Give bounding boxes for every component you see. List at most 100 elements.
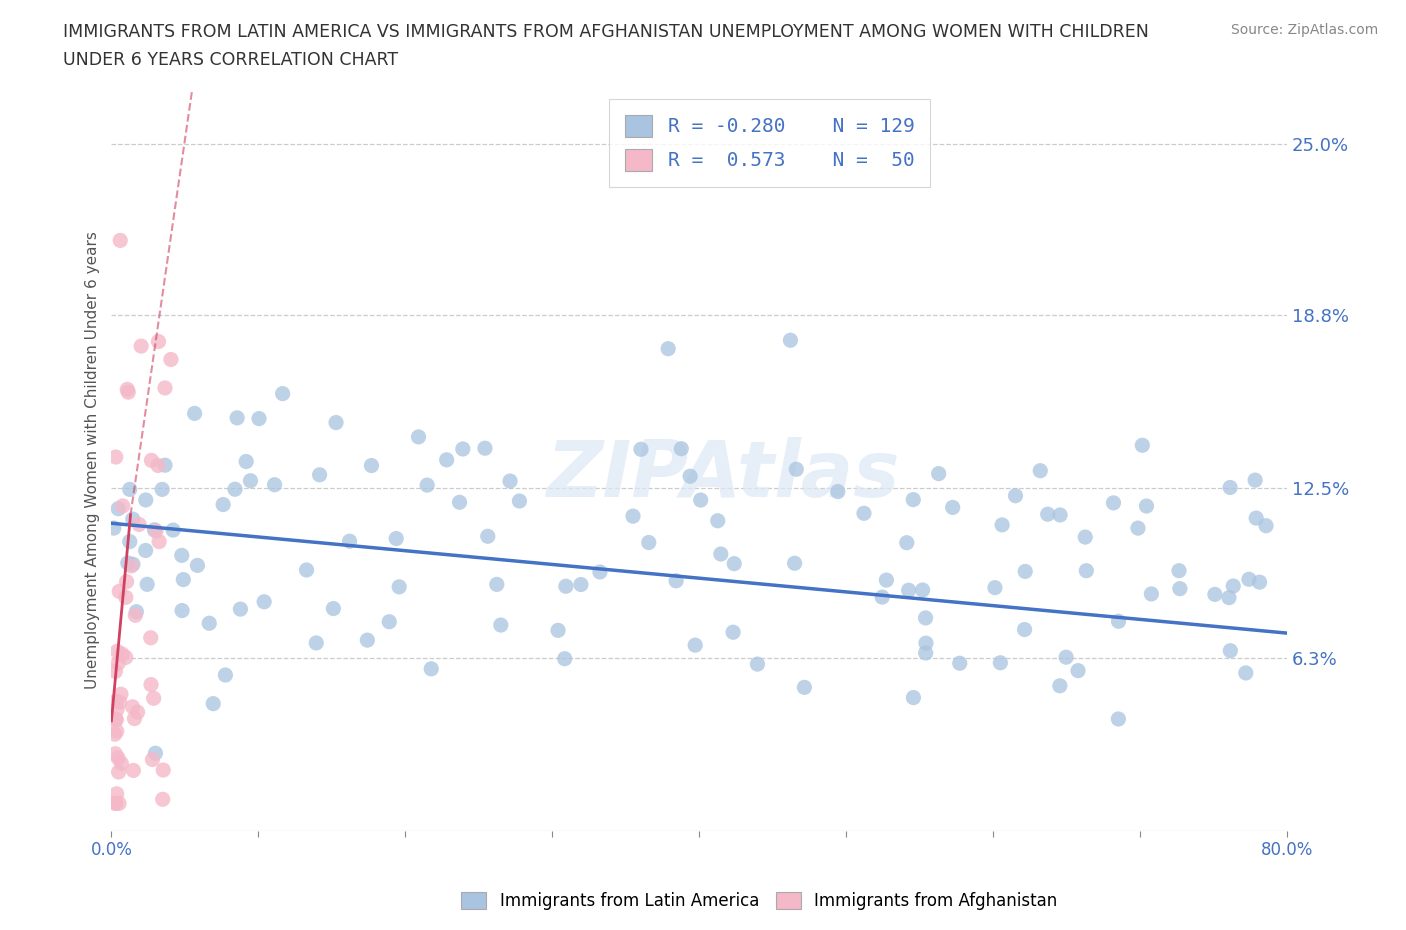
- Point: [710, 547, 733, 562]
- Point: [111, 646, 134, 661]
- Point: [903, 492, 925, 507]
- Point: [451, 442, 474, 457]
- Point: [104, 449, 127, 464]
- Point: [103, 521, 125, 536]
- Point: [305, 635, 328, 650]
- Point: [224, 482, 246, 497]
- Point: [870, 590, 893, 604]
- Point: [474, 441, 496, 456]
- Point: [229, 602, 252, 617]
- Point: [1102, 496, 1125, 511]
- Point: [897, 583, 920, 598]
- Legend: Immigrants from Latin America, Immigrants from Afghanistan: Immigrants from Latin America, Immigrant…: [454, 885, 1064, 917]
- Point: [793, 680, 815, 695]
- Legend: R = -0.280    N = 129, R =  0.573    N =  50: R = -0.280 N = 129, R = 0.573 N = 50: [609, 100, 929, 187]
- Point: [172, 572, 194, 587]
- Text: UNDER 6 YEARS CORRELATION CHART: UNDER 6 YEARS CORRELATION CHART: [63, 51, 398, 69]
- Point: [104, 796, 127, 811]
- Point: [214, 668, 236, 683]
- Point: [665, 573, 688, 588]
- Point: [186, 558, 208, 573]
- Point: [104, 726, 127, 741]
- Point: [271, 386, 294, 401]
- Point: [253, 594, 276, 609]
- Point: [903, 690, 925, 705]
- Point: [420, 661, 443, 676]
- Point: [477, 529, 499, 544]
- Point: [135, 543, 157, 558]
- Point: [110, 233, 132, 248]
- Point: [942, 500, 965, 515]
- Point: [875, 573, 897, 588]
- Point: [1204, 587, 1226, 602]
- Point: [117, 385, 139, 400]
- Point: [125, 604, 148, 619]
- Point: [117, 555, 139, 570]
- Point: [105, 724, 128, 738]
- Point: [1126, 521, 1149, 536]
- Point: [1108, 614, 1130, 629]
- Point: [988, 656, 1011, 671]
- Point: [1049, 508, 1071, 523]
- Point: [1054, 650, 1077, 665]
- Point: [1234, 666, 1257, 681]
- Point: [689, 493, 711, 508]
- Point: [1076, 564, 1098, 578]
- Text: Source: ZipAtlas.com: Source: ZipAtlas.com: [1230, 23, 1378, 37]
- Point: [683, 638, 706, 653]
- Point: [141, 453, 163, 468]
- Point: [1029, 463, 1052, 478]
- Point: [110, 756, 132, 771]
- Point: [122, 763, 145, 777]
- Point: [202, 697, 225, 711]
- Point: [991, 517, 1014, 532]
- Point: [779, 333, 801, 348]
- Point: [183, 406, 205, 421]
- Point: [630, 442, 652, 457]
- Point: [1014, 622, 1036, 637]
- Point: [325, 415, 347, 430]
- Point: [308, 468, 330, 483]
- Point: [145, 746, 167, 761]
- Point: [1130, 438, 1153, 453]
- Point: [226, 410, 249, 425]
- Point: [263, 477, 285, 492]
- Point: [1222, 578, 1244, 593]
- Point: [295, 563, 318, 578]
- Point: [108, 796, 131, 811]
- Point: [489, 618, 512, 632]
- Point: [150, 482, 173, 497]
- Point: [436, 452, 458, 467]
- Point: [747, 657, 769, 671]
- Point: [105, 644, 128, 658]
- Point: [783, 556, 806, 571]
- Point: [120, 558, 142, 573]
- Point: [827, 485, 849, 499]
- Point: [105, 787, 128, 802]
- Point: [121, 699, 143, 714]
- Point: [485, 577, 508, 591]
- Point: [1074, 530, 1097, 545]
- Point: [141, 752, 163, 767]
- Point: [118, 534, 141, 549]
- Point: [105, 712, 128, 727]
- Point: [589, 565, 612, 579]
- Point: [107, 501, 129, 516]
- Point: [143, 523, 166, 538]
- Point: [239, 473, 262, 488]
- Point: [142, 691, 165, 706]
- Point: [1135, 498, 1157, 513]
- Point: [1014, 564, 1036, 578]
- Point: [198, 616, 221, 631]
- Point: [212, 498, 235, 512]
- Point: [1249, 575, 1271, 590]
- Point: [170, 548, 193, 563]
- Point: [124, 608, 146, 623]
- Point: [896, 536, 918, 551]
- Point: [547, 623, 569, 638]
- Point: [785, 462, 807, 477]
- Y-axis label: Unemployment Among Women with Children Under 6 years: Unemployment Among Women with Children U…: [86, 232, 100, 689]
- Point: [110, 686, 132, 701]
- Point: [679, 469, 702, 484]
- Point: [122, 557, 145, 572]
